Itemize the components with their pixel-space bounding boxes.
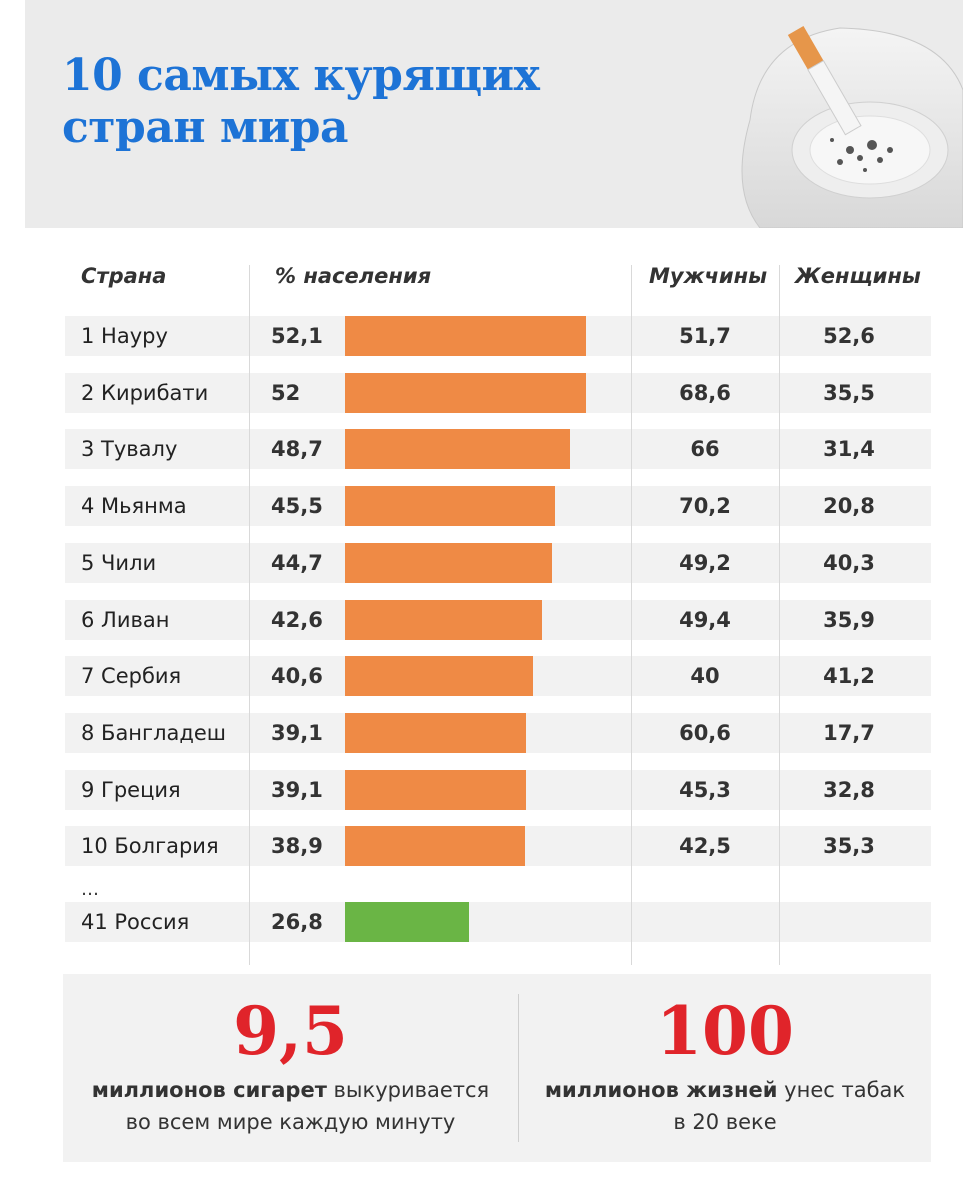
cell-country: 6 Ливан [81, 607, 170, 632]
table-row: 1 Науру 52,1 51,7 52,6 [65, 316, 931, 356]
cell-percent: 26,8 [271, 910, 323, 934]
stat-lives-text: миллионов жизней унес табак в 20 веке [519, 1074, 931, 1138]
percent-bar [345, 656, 533, 697]
stat-lives-rest: унес табак [777, 1078, 906, 1102]
cell-country: 3 Тувалу [81, 437, 178, 462]
cell-percent: 52,1 [271, 324, 323, 348]
cell-country: 7 Сербия [81, 664, 182, 689]
percent-bar [345, 826, 525, 867]
title-line-1: 10 самых курящих [62, 50, 540, 101]
table-row: 3 Тувалу 48,7 66 31,4 [65, 429, 931, 470]
column-header-country: Страна [81, 264, 167, 288]
percent-bar [345, 429, 571, 470]
cell-percent: 39,1 [271, 777, 323, 802]
stat-cigarettes-rest: выкуривается [326, 1078, 490, 1102]
stat-lives-line2: в 20 веке [673, 1110, 777, 1134]
cell-men: 68,6 [679, 380, 731, 405]
column-header-percent: % населения [275, 264, 432, 288]
cell-percent: 38,9 [271, 834, 323, 859]
cell-men: 40 [690, 664, 720, 689]
column-header-men: Мужчины [649, 264, 768, 288]
table-row-russia: 41 Россия 26,8 [65, 902, 931, 942]
cell-country: 41 Россия [81, 910, 190, 934]
cell-men: 51,7 [679, 324, 731, 348]
cell-women: 40,3 [823, 550, 875, 575]
column-divider [249, 265, 250, 965]
column-header-women: Женщины [795, 264, 921, 288]
cell-percent: 48,7 [271, 437, 323, 462]
percent-bar [345, 599, 543, 640]
column-divider [779, 265, 780, 965]
cell-percent: 52 [271, 380, 301, 405]
table-row: 8 Бангладеш 39,1 60,6 17,7 [65, 712, 931, 753]
cell-percent: 45,5 [271, 494, 323, 519]
cell-women: 32,8 [823, 777, 875, 802]
cell-country: 10 Болгария [81, 834, 219, 859]
cell-women: 41,2 [823, 664, 875, 689]
stats-panel: 9,5 миллионов сигарет выкуривается во вс… [63, 974, 931, 1162]
table-row: 7 Сербия 40,6 40 41,2 [65, 656, 931, 697]
table-row: 4 Мьянма 45,5 70,2 20,8 [65, 486, 931, 527]
page-title: 10 самых курящих стран мира [62, 50, 540, 154]
table-row: 5 Чили 44,7 49,2 40,3 [65, 542, 931, 583]
cell-men: 49,4 [679, 607, 731, 632]
table-row: 2 Кирибати 52 68,6 35,5 [65, 372, 931, 413]
stat-lives-bold: миллионов жизней [544, 1078, 778, 1102]
cell-women: 20,8 [823, 494, 875, 519]
cell-country: 5 Чили [81, 550, 157, 575]
cell-percent: 40,6 [271, 664, 323, 689]
cell-women: 52,6 [823, 324, 875, 348]
cell-men: 60,6 [679, 720, 731, 745]
cell-percent: 44,7 [271, 550, 323, 575]
table-row: 10 Болгария 38,9 42,5 35,3 [65, 826, 931, 867]
ellipsis: … [81, 879, 99, 900]
table-row: 9 Греция 39,1 45,3 32,8 [65, 769, 931, 810]
cell-women: 17,7 [823, 720, 875, 745]
cell-percent: 39,1 [271, 720, 323, 745]
percent-bar [345, 316, 586, 356]
stat-cigarettes-text: миллионов сигарет выкуривается во всем м… [63, 1074, 518, 1138]
cell-country: 4 Мьянма [81, 494, 187, 519]
cell-percent: 42,6 [271, 607, 323, 632]
cell-women: 35,3 [823, 834, 875, 859]
cell-country: 2 Кирибати [81, 380, 209, 405]
ashtray-cigarette-image [741, 26, 963, 228]
percent-bar [345, 372, 586, 413]
cell-country: 1 Науру [81, 324, 168, 348]
percent-bar [345, 486, 556, 527]
percent-bar [345, 769, 526, 810]
cell-men: 70,2 [679, 494, 731, 519]
table-row: 6 Ливан 42,6 49,4 35,9 [65, 599, 931, 640]
title-line-2: стран мира [62, 102, 348, 153]
stat-cigarettes-bold: миллионов сигарет [91, 1078, 327, 1102]
percent-bar [345, 902, 469, 942]
percent-bar [345, 712, 526, 753]
cell-men: 45,3 [679, 777, 731, 802]
cell-country: 8 Бангладеш [81, 720, 227, 745]
column-divider [631, 265, 632, 965]
stats-divider [518, 994, 519, 1142]
stat-cigarettes-number: 9,5 [233, 992, 348, 1070]
cell-country: 9 Греция [81, 777, 181, 802]
cell-men: 49,2 [679, 550, 731, 575]
cell-women: 31,4 [823, 437, 875, 462]
cell-women: 35,5 [823, 380, 875, 405]
percent-bar [345, 542, 552, 583]
cell-men: 42,5 [679, 834, 731, 859]
cell-women: 35,9 [823, 607, 875, 632]
stat-cigarettes-line2: во всем мире каждую минуту [125, 1110, 456, 1134]
stat-lives-number: 100 [656, 992, 794, 1070]
cell-men: 66 [690, 437, 720, 462]
